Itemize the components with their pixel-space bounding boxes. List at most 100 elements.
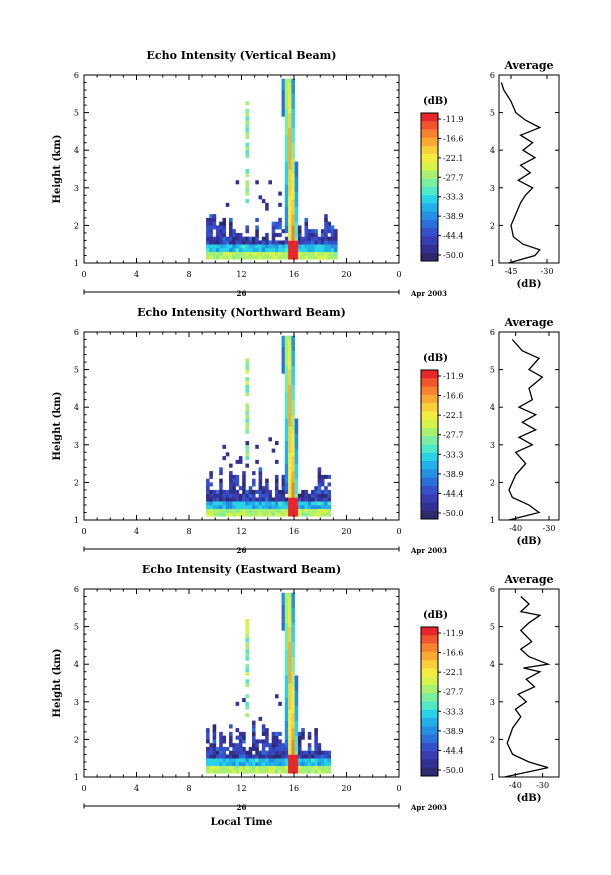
echo-cell [317, 746, 322, 751]
echo-cell [284, 90, 289, 95]
echo-cell [238, 512, 243, 517]
echo-cell [288, 701, 292, 706]
echo-cell [288, 127, 292, 132]
colorbar-swatch [421, 244, 438, 254]
echo-cell [229, 255, 233, 260]
echo-cell [291, 656, 295, 661]
echo-cell [219, 508, 223, 513]
echo-cell [222, 493, 227, 498]
echo-cell [288, 150, 292, 155]
echo-cell [268, 180, 272, 185]
echo-cell [219, 754, 223, 759]
echo-cell [301, 493, 305, 498]
echo-cell [278, 512, 282, 517]
echo-cell [219, 225, 223, 230]
colorbar-swatch [421, 178, 438, 188]
echo-cell [284, 731, 289, 736]
echo-cell [314, 739, 318, 744]
echo-cell [284, 191, 289, 196]
echo-cell [255, 217, 259, 222]
colorbar-swatch [421, 228, 438, 237]
echo-cell [288, 698, 292, 703]
echo-cell [291, 86, 295, 91]
echo-cell [291, 493, 295, 498]
echo-cell [311, 247, 315, 253]
colorbar-unit: (dB) [423, 610, 448, 621]
echo-cell [281, 255, 286, 260]
echo-cell [245, 671, 250, 676]
echo-cell [215, 504, 220, 510]
echo-heatmap [206, 335, 332, 517]
echo-cell [212, 769, 217, 774]
echo-cell [297, 225, 302, 230]
echo-cell [291, 108, 295, 113]
echo-cell [291, 761, 295, 767]
echo-cell [284, 202, 289, 207]
y-tick-label: 2 [74, 735, 79, 744]
echo-cell [284, 497, 289, 502]
echo-cell [297, 244, 302, 249]
echo-cell [311, 240, 315, 245]
echo-cell [297, 750, 302, 755]
y-tick-label: 3 [74, 184, 79, 193]
echo-cell [268, 750, 272, 755]
echo-cell [291, 187, 295, 192]
echo-cell [206, 221, 210, 226]
echo-cell [297, 497, 302, 502]
echo-cell [265, 251, 269, 256]
echo-cell [301, 244, 305, 249]
echo-cell [245, 101, 250, 106]
echo-cell [245, 150, 250, 155]
echo-cell [291, 176, 295, 181]
echo-cell [291, 350, 295, 355]
echo-cell [288, 365, 292, 370]
echo-cell [294, 441, 299, 446]
echo-cell [229, 240, 233, 245]
colorbar-label: -16.6 [443, 392, 464, 401]
echo-cell [219, 471, 223, 476]
echo-cell [291, 123, 295, 128]
echo-cell [297, 761, 302, 767]
echo-cell [288, 214, 292, 219]
echo-cell [252, 508, 256, 513]
echo-cell [219, 244, 223, 249]
echo-cell [317, 236, 322, 241]
echo-cell [242, 758, 246, 763]
echo-cell [324, 221, 328, 226]
echo-cell [222, 501, 227, 506]
echo-cell [252, 720, 256, 725]
echo-cell [288, 746, 292, 751]
echo-cell [222, 229, 227, 234]
echo-cell [284, 698, 289, 703]
echo-cell [291, 422, 295, 427]
echo-cell [324, 504, 328, 510]
echo-cell [307, 501, 312, 506]
echo-cell [261, 739, 266, 744]
echo-cell [245, 508, 250, 513]
echo-cell [222, 497, 227, 502]
echo-cell [209, 743, 213, 748]
echo-cell [291, 251, 295, 256]
echo-cell [278, 731, 282, 736]
average-y-tick-label: 6 [490, 71, 495, 80]
echo-cell [334, 255, 338, 260]
echo-cell [232, 244, 236, 249]
echo-cell [288, 493, 292, 498]
y-tick-label: 4 [74, 403, 79, 412]
echo-cell [294, 716, 299, 721]
echo-cell [222, 221, 227, 226]
echo-cell [271, 758, 276, 763]
x-tick-label: 12 [236, 270, 246, 279]
echo-cell [258, 716, 263, 721]
average-frame [498, 588, 560, 778]
echo-cell [288, 225, 292, 230]
echo-cell [291, 622, 295, 627]
echo-cell [314, 236, 318, 241]
echo-cell [258, 482, 263, 487]
echo-cell [297, 739, 302, 744]
echo-cell [245, 656, 250, 661]
echo-cell [212, 489, 217, 494]
echo-cell [304, 489, 309, 494]
echo-cell [324, 750, 328, 755]
echo-cell [291, 683, 295, 688]
